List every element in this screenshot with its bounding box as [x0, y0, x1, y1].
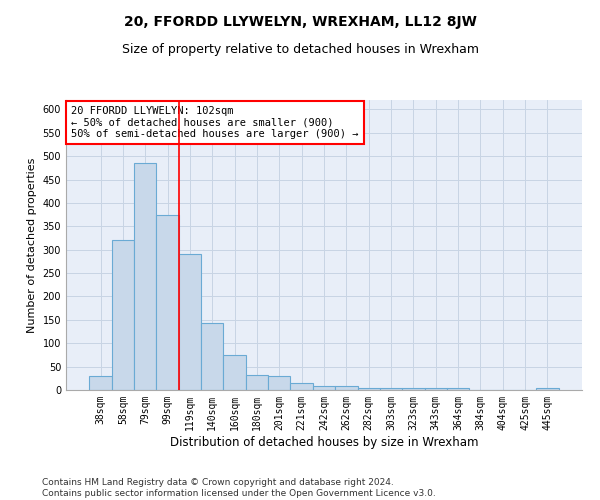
Bar	[447, 388, 469, 390]
Bar	[536, 388, 559, 390]
Bar	[157, 214, 179, 390]
X-axis label: Distribution of detached houses by size in Wrexham: Distribution of detached houses by size …	[170, 436, 478, 448]
Bar	[335, 386, 358, 390]
Bar	[179, 254, 201, 390]
Bar	[246, 374, 268, 390]
Bar	[425, 388, 447, 390]
Bar	[313, 386, 335, 390]
Text: 20, FFORDD LLYWELYN, WREXHAM, LL12 8JW: 20, FFORDD LLYWELYN, WREXHAM, LL12 8JW	[124, 15, 476, 29]
Y-axis label: Number of detached properties: Number of detached properties	[27, 158, 37, 332]
Bar	[358, 388, 380, 390]
Bar	[112, 240, 134, 390]
Bar	[268, 376, 290, 390]
Bar	[380, 388, 402, 390]
Bar	[89, 376, 112, 390]
Bar	[134, 163, 157, 390]
Bar	[201, 323, 223, 390]
Bar	[402, 388, 425, 390]
Bar	[290, 383, 313, 390]
Text: 20 FFORDD LLYWELYN: 102sqm
← 50% of detached houses are smaller (900)
50% of sem: 20 FFORDD LLYWELYN: 102sqm ← 50% of deta…	[71, 106, 359, 139]
Bar	[223, 355, 246, 390]
Text: Size of property relative to detached houses in Wrexham: Size of property relative to detached ho…	[121, 42, 479, 56]
Text: Contains HM Land Registry data © Crown copyright and database right 2024.
Contai: Contains HM Land Registry data © Crown c…	[42, 478, 436, 498]
